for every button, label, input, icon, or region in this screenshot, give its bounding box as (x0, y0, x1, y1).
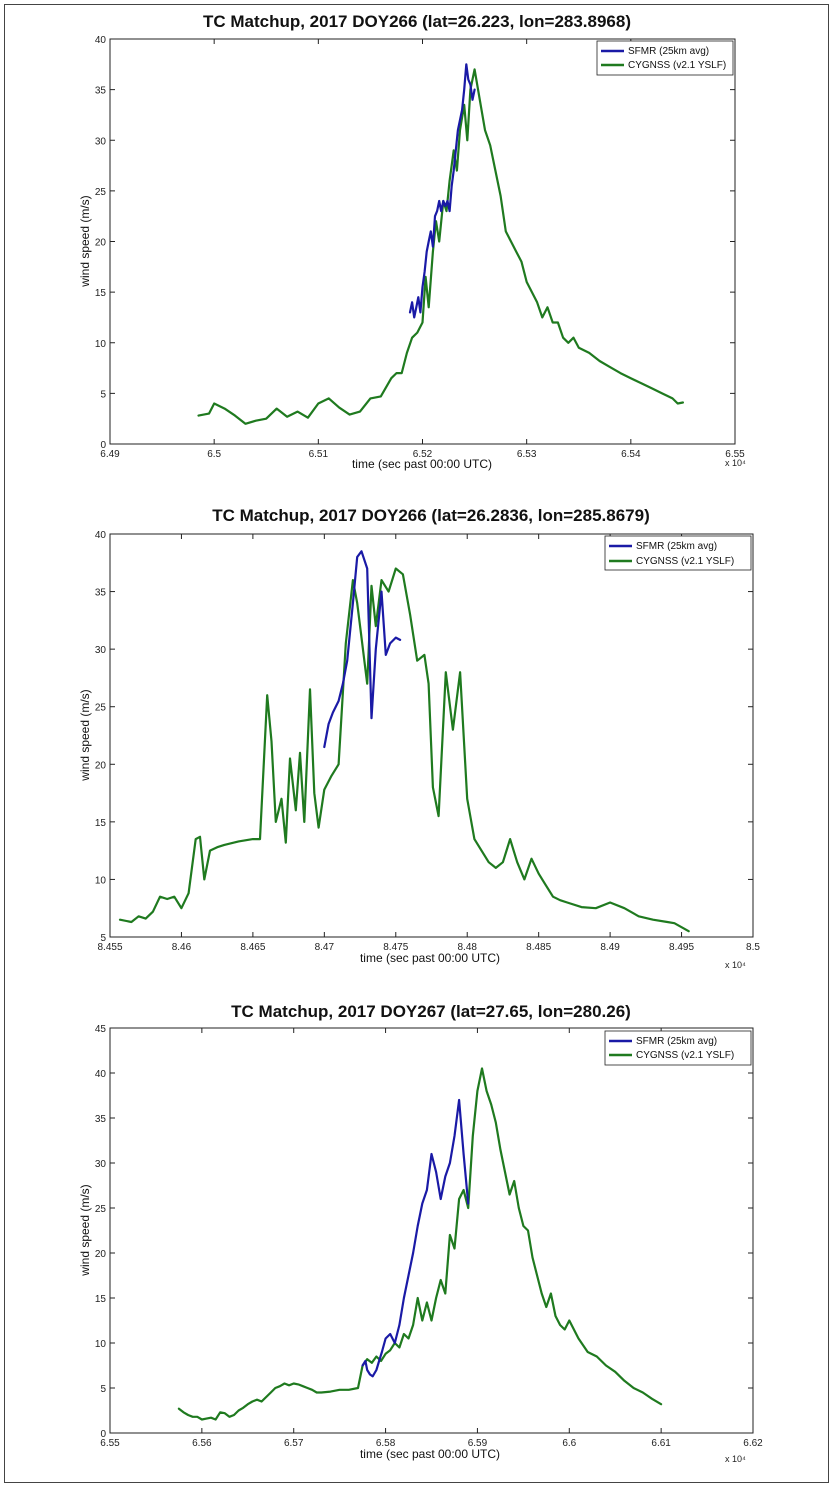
y-tick-label: 0 (100, 1429, 106, 1440)
y-tick-label: 5 (100, 389, 106, 400)
y-axis-label: wind speed (m/s) (78, 195, 92, 287)
series-line-sfmr (361, 1098, 470, 1378)
legend-label-sfmr: SFMR (25km avg) (636, 541, 717, 552)
y-tick-label: 40 (95, 35, 107, 46)
y-tick-label: 45 (95, 1024, 107, 1035)
chart-title: TC Matchup, 2017 DOY266 (lat=26.2836, lo… (212, 506, 650, 525)
chart-panel-2: TC Matchup, 2017 DOY266 (lat=26.2836, lo… (78, 506, 760, 970)
x-axis-label: time (sec past 00:00 UTC) (352, 457, 492, 471)
x-tick-label: 8.5 (746, 942, 760, 953)
y-tick-label: 40 (95, 1069, 107, 1080)
y-tick-label: 0 (100, 440, 106, 451)
legend-box (604, 535, 752, 571)
series-lines (118, 550, 690, 933)
y-tick-label: 15 (95, 1294, 107, 1305)
y-tick-label: 30 (95, 136, 107, 147)
x-tick-label: 6.52 (413, 449, 433, 460)
x-tick-label: 8.485 (526, 942, 551, 953)
legend-label-sfmr: SFMR (25km avg) (628, 46, 709, 57)
y-tick-label: 10 (95, 875, 107, 886)
legend-box (596, 40, 734, 76)
figure-frame (4, 4, 829, 1483)
x-exponent: x 10⁴ (725, 458, 746, 468)
x-axis-label: time (sec past 00:00 UTC) (360, 951, 500, 965)
x-exponent: x 10⁴ (725, 960, 746, 970)
legend-label-cygnss: CYGNSS (v2.1 YSLF) (636, 556, 734, 567)
x-tick-label: 6.62 (743, 1438, 763, 1449)
y-tick-label: 20 (95, 1249, 107, 1260)
legend: SFMR (25km avg) CYGNSS (v2.1 YSLF) (596, 40, 734, 76)
x-tick-label: 8.46 (172, 942, 192, 953)
y-tick-label: 35 (95, 1114, 107, 1125)
axis-ticks: 6.55 6.56 6.57 6.58 6.59 6.6 6.61 6.62 0 5 10 15 20 2… (95, 1024, 763, 1449)
x-tick-label: 8.49 (600, 942, 620, 953)
y-tick-label: 20 (95, 238, 107, 249)
series-line-cygnss (197, 68, 685, 425)
series-line-sfmr (323, 550, 402, 749)
y-axis-label: wind speed (m/s) (78, 1184, 92, 1276)
x-tick-label: 6.61 (651, 1438, 671, 1449)
y-tick-label: 30 (95, 645, 107, 656)
y-tick-label: 30 (95, 1159, 107, 1170)
x-tick-label: 6.53 (517, 449, 537, 460)
x-tick-label: 8.465 (240, 942, 265, 953)
y-tick-label: 20 (95, 760, 107, 771)
legend: SFMR (25km avg) CYGNSS (v2.1 YSLF) (604, 535, 752, 571)
chart-panel-3: TC Matchup, 2017 DOY267 (lat=27.65, lon=… (78, 1002, 763, 1464)
x-tick-label: 6.54 (621, 449, 641, 460)
x-axis-label: time (sec past 00:00 UTC) (360, 1447, 500, 1461)
legend: SFMR (25km avg) CYGNSS (v2.1 YSLF) (604, 1030, 752, 1066)
x-tick-label: 6.49 (100, 449, 120, 460)
series-line-sfmr (408, 63, 476, 319)
y-tick-label: 10 (95, 1339, 107, 1350)
y-tick-label: 5 (100, 933, 106, 944)
y-axis-label: wind speed (m/s) (78, 689, 92, 781)
y-tick-label: 5 (100, 1384, 106, 1395)
x-tick-label: 8.455 (97, 942, 122, 953)
x-tick-label: 8.495 (669, 942, 694, 953)
y-tick-label: 25 (95, 703, 107, 714)
x-tick-label: 6.51 (309, 449, 329, 460)
y-tick-label: 40 (95, 530, 107, 541)
y-tick-label: 15 (95, 818, 107, 829)
y-tick-label: 10 (95, 339, 107, 350)
legend-label-cygnss: CYGNSS (v2.1 YSLF) (628, 60, 726, 71)
x-tick-label: 8.475 (383, 942, 408, 953)
x-tick-label: 6.59 (468, 1438, 488, 1449)
x-tick-label: 6.5 (207, 449, 221, 460)
series-lines (177, 1067, 663, 1421)
axis-ticks: 6.49 6.5 6.51 6.52 6.53 6.54 6.55 0 5 10 15 20 25 30 3… (95, 35, 745, 460)
legend-label-sfmr: SFMR (25km avg) (636, 1036, 717, 1047)
y-tick-label: 15 (95, 288, 107, 299)
y-tick-label: 25 (95, 187, 107, 198)
x-exponent: x 10⁴ (725, 1454, 746, 1464)
legend-label-cygnss: CYGNSS (v2.1 YSLF) (636, 1050, 734, 1061)
series-lines (197, 63, 685, 425)
x-tick-label: 6.6 (562, 1438, 576, 1449)
chart-title: TC Matchup, 2017 DOY267 (lat=27.65, lon=… (231, 1002, 631, 1021)
x-tick-label: 6.57 (284, 1438, 304, 1449)
x-tick-label: 8.47 (315, 942, 335, 953)
legend-box (604, 1030, 752, 1066)
x-tick-label: 6.58 (376, 1438, 396, 1449)
series-line-cygnss (177, 1067, 663, 1421)
x-tick-label: 6.55 (100, 1438, 120, 1449)
y-tick-label: 35 (95, 86, 107, 97)
x-tick-label: 6.56 (192, 1438, 212, 1449)
chart-title: TC Matchup, 2017 DOY266 (lat=26.223, lon… (203, 12, 631, 31)
chart-panel-1: TC Matchup, 2017 DOY266 (lat=26.223, lon… (78, 12, 746, 471)
axis-ticks: 8.455 8.46 8.465 8.47 8.475 8.48 8.485 8.49 8.49… (95, 530, 761, 953)
y-tick-label: 25 (95, 1204, 107, 1215)
x-tick-label: 8.48 (457, 942, 477, 953)
x-tick-label: 6.55 (725, 449, 745, 460)
y-tick-label: 35 (95, 588, 107, 599)
plot-area (109, 1027, 754, 1434)
